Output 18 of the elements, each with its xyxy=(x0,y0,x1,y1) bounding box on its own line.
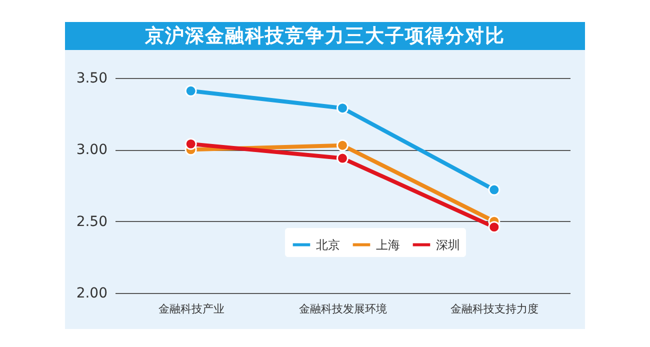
point xyxy=(336,139,348,152)
point xyxy=(488,221,500,234)
y-tick-label: 3.00 xyxy=(76,142,108,158)
x-tick-label: 金融科技发展环境 xyxy=(299,302,387,316)
x-tick-label: 金融科技支持力度 xyxy=(450,302,539,316)
point xyxy=(336,152,348,164)
y-tick-label: 2.50 xyxy=(76,214,108,230)
chart-title: 京沪深金融科技竞争力三大子项得分对比 xyxy=(65,22,585,50)
legend-label: 深圳 xyxy=(436,238,460,252)
legend-label: 北京 xyxy=(316,238,340,252)
point xyxy=(184,138,197,150)
y-tick-label: 2.00 xyxy=(76,286,108,302)
legend-label: 上海 xyxy=(376,238,400,252)
point xyxy=(488,184,500,196)
y-tick-label: 3.50 xyxy=(76,70,108,86)
point xyxy=(336,102,348,114)
point xyxy=(184,84,197,97)
x-tick-label: 金融科技产业 xyxy=(158,302,224,316)
